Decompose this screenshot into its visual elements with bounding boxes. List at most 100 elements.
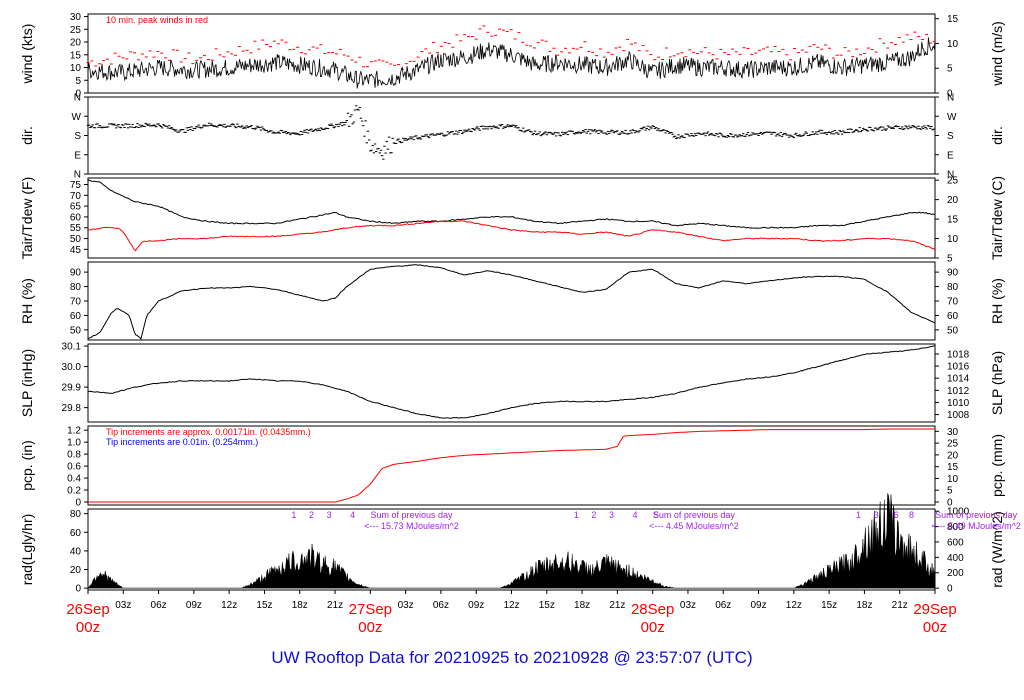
left-tick-label-temp: 60 <box>70 212 82 223</box>
right-tick-label-slp: 1016 <box>947 362 970 373</box>
ylabel-right-rad: rad (W/m^2) <box>989 511 1005 588</box>
left-tick-label-temp: 50 <box>70 234 82 245</box>
time-tick-label: 21z <box>327 600 343 611</box>
day-hour-label: 00z <box>76 619 100 636</box>
left-tick-label-rh: 50 <box>70 325 82 336</box>
left-tick-label-temp: 45 <box>70 245 82 256</box>
left-tick-label-temp: 65 <box>70 202 82 213</box>
left-tick-label-temp: 75 <box>70 180 82 191</box>
right-tick-label-temp: 25 <box>947 176 959 187</box>
right-tick-label-pcp: 10 <box>947 474 959 485</box>
rad-hour-mark: 1 <box>856 510 861 520</box>
pcp-series-line <box>88 428 935 503</box>
right-tick-label-rad: 800 <box>947 522 964 533</box>
rad-hour-mark: 2 <box>309 510 314 520</box>
time-tick-label: 15z <box>821 600 837 611</box>
ylabel-left-pcp: pcp. (in) <box>19 440 35 491</box>
right-tick-label-rh: 70 <box>947 297 959 308</box>
right-tick-label-temp: 10 <box>947 234 959 245</box>
left-tick-label-rh: 60 <box>70 311 82 322</box>
right-tick-label-dir: E <box>947 150 954 161</box>
slp-series-line <box>87 345 936 419</box>
chart-title: UW Rooftop Data for 20210925 to 20210928… <box>271 648 753 667</box>
time-tick-label: 18z <box>292 600 308 611</box>
right-tick-label-slp: 1010 <box>947 398 970 409</box>
left-tick-label-rh: 90 <box>70 268 82 279</box>
time-tick-label: 06z <box>433 600 449 611</box>
left-tick-label-rh: 70 <box>70 297 82 308</box>
left-tick-label-wind: 5 <box>75 76 81 87</box>
ylabel-left-rad: rad(Lgly/hr) <box>19 514 35 586</box>
left-tick-label-pcp: 1.0 <box>67 438 81 449</box>
time-tick-label: 15z <box>539 600 555 611</box>
left-tick-label-pcp: 0.6 <box>67 462 81 473</box>
left-tick-label-pcp: 0 <box>75 498 81 509</box>
right-tick-label-rad: 0 <box>947 584 953 595</box>
time-tick-label: 21z <box>892 600 908 611</box>
pcp-note-blue: Tip increments are 0.01in. (0.254mm.) <box>106 437 258 447</box>
left-tick-label-pcp: 0.4 <box>67 474 81 485</box>
ylabel-right-temp: Tair/Tdew (C) <box>989 176 1005 260</box>
left-tick-label-slp: 30.0 <box>62 362 82 373</box>
panel-frame-rh <box>87 261 936 341</box>
ylabel-right-wind: wind (m/s) <box>989 21 1005 87</box>
left-tick-label-wind: 10 <box>70 63 82 74</box>
right-tick-label-rad: 1000 <box>947 507 970 518</box>
rad-hour-mark: 3 <box>874 510 879 520</box>
right-tick-label-rh: 60 <box>947 311 959 322</box>
right-tick-label-slp: 1014 <box>947 374 970 385</box>
right-tick-label-pcp: 20 <box>947 450 959 461</box>
wind-note: 10 min. peak winds in red <box>106 15 208 25</box>
right-tick-label-wind: 0 <box>947 89 953 100</box>
right-tick-label-pcp: 15 <box>947 462 959 473</box>
left-tick-label-rad: 80 <box>70 509 82 520</box>
time-tick-label: 12z <box>503 600 519 611</box>
left-tick-label-wind: 15 <box>70 50 82 61</box>
wind-speed-line <box>87 37 936 89</box>
right-tick-label-dir: S <box>947 131 954 142</box>
day-date-label: 28Sep <box>631 601 674 618</box>
ylabel-left-slp: SLP (inHg) <box>19 349 35 417</box>
rad-hour-mark: 6 <box>894 510 899 520</box>
right-tick-label-slp: 1012 <box>947 386 970 397</box>
rad-hour-mark: 1 <box>574 510 579 520</box>
left-tick-label-rad: 20 <box>70 565 82 576</box>
right-tick-label-wind: 15 <box>947 14 959 25</box>
left-tick-label-dir: N <box>74 93 81 104</box>
right-tick-label-dir: W <box>947 112 957 123</box>
right-tick-label-rh: 50 <box>947 325 959 336</box>
left-tick-label-wind: 20 <box>70 38 82 49</box>
rad-sum-value: <--- 5.49 MJoules/m^2 <box>931 521 1021 531</box>
panel-frame-wind <box>87 13 936 94</box>
time-tick-label: 06z <box>715 600 731 611</box>
ylabel-left-rh: RH (%) <box>19 278 35 324</box>
left-tick-label-slp: 30.1 <box>62 342 82 353</box>
left-tick-label-rad: 0 <box>75 584 81 595</box>
ylabel-left-wind: wind (kts) <box>19 24 35 85</box>
left-tick-label-temp: 55 <box>70 223 82 234</box>
left-tick-label-slp: 29.8 <box>62 403 82 414</box>
rad-hour-mark: 3 <box>609 510 614 520</box>
time-tick-label: 03z <box>115 600 131 611</box>
right-tick-label-rad: 200 <box>947 568 964 579</box>
right-tick-label-slp: 1008 <box>947 410 970 421</box>
panel-frame-temp <box>87 177 936 259</box>
left-tick-label-wind: 30 <box>70 12 82 23</box>
right-tick-label-temp: 20 <box>947 195 959 206</box>
rad-hour-mark: 2 <box>591 510 596 520</box>
ylabel-right-dir: dir. <box>989 126 1005 145</box>
rad-sum-value: <--- 15.73 MJoules/m^2 <box>364 521 459 531</box>
radiation-area <box>87 493 936 589</box>
rad-sum-label: Sum of previous day <box>935 510 1018 520</box>
panel-frame-pcp <box>87 425 936 506</box>
panel-frame-slp <box>87 343 936 423</box>
rad-hour-mark: 5 <box>654 510 659 520</box>
rad-hour-mark: 3 <box>327 510 332 520</box>
ylabel-left-temp: Tair/Tdew (F) <box>19 177 35 259</box>
left-tick-label-dir: E <box>74 150 81 161</box>
right-tick-label-rh: 80 <box>947 282 959 293</box>
time-tick-label: 09z <box>750 600 766 611</box>
time-tick-label: 12z <box>786 600 802 611</box>
